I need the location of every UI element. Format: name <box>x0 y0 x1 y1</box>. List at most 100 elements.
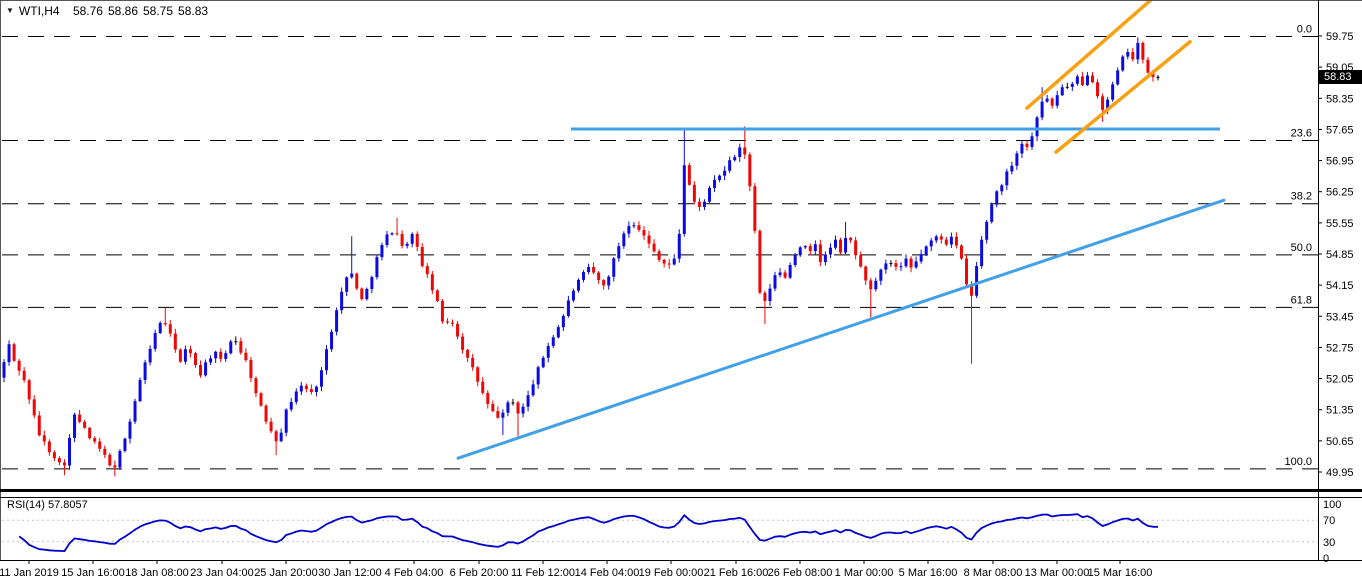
candle-body <box>284 409 288 433</box>
candlestick-series <box>2 37 1160 477</box>
candle-body <box>405 243 409 246</box>
price-axis[interactable]: 59.7559.0558.3557.6556.9556.2555.5554.85… <box>1318 31 1354 565</box>
candle-body <box>1045 98 1049 102</box>
candle-body <box>178 349 182 362</box>
candle-body <box>869 280 873 290</box>
channel-lower-line[interactable] <box>1054 40 1192 154</box>
candle-body <box>692 184 696 202</box>
fib-retracement[interactable]: 0.0 23.6 38.2 50.0 61.8 100.0 <box>2 23 1318 470</box>
candle-body <box>440 301 444 322</box>
time-axis-label: 21 Feb 16:00 <box>704 567 769 579</box>
candle-body <box>929 240 933 247</box>
candle-body <box>1020 143 1024 154</box>
panel-separator[interactable] <box>0 489 1362 492</box>
candle-body <box>788 265 792 278</box>
candle-body <box>521 406 525 414</box>
candle-body <box>128 421 132 439</box>
candle-body <box>254 378 258 394</box>
chart-title: ▼ WTI,H4 58.76 58.86 58.75 58.83 <box>6 4 208 18</box>
candle-body <box>617 246 621 259</box>
candle-body <box>833 239 837 248</box>
panel-frames <box>0 0 1362 561</box>
candle-body <box>849 237 853 241</box>
candle-body <box>7 344 11 363</box>
candle-body <box>622 233 626 247</box>
channel-upper-line[interactable] <box>1025 0 1158 110</box>
candle-body <box>62 462 66 466</box>
candle-body <box>143 362 147 380</box>
price-axis-label: 57.65 <box>1326 124 1354 136</box>
candle-body <box>304 385 308 390</box>
candle-body <box>1025 143 1029 147</box>
candle-body <box>294 391 298 402</box>
candle-body <box>758 230 762 293</box>
price-axis-label: 58.35 <box>1326 93 1354 105</box>
candle-body <box>380 244 384 258</box>
candle-body <box>778 272 782 276</box>
candle-body <box>123 438 127 451</box>
time-axis-label: 25 Jan 20:00 <box>254 567 318 579</box>
candle-body <box>1080 76 1084 86</box>
candle-body <box>526 395 530 407</box>
candle-body <box>546 345 550 358</box>
symbol-dropdown-icon[interactable]: ▼ <box>6 5 14 15</box>
candle-body <box>844 237 848 253</box>
candle-body <box>798 247 802 256</box>
candle-body <box>224 353 228 359</box>
price-axis-label: 55.55 <box>1326 218 1354 230</box>
price-axis-label: 49.95 <box>1326 467 1354 479</box>
ohlc-high: 58.86 <box>107 4 138 18</box>
time-axis-label: 11 Jan 2019 <box>0 567 59 579</box>
time-axis-label: 13 Mar 00:00 <box>1025 567 1090 579</box>
candle-body <box>274 431 278 442</box>
candle-body <box>576 279 580 291</box>
time-axis-label: 23 Jan 04:00 <box>190 567 254 579</box>
candle-body <box>874 280 878 290</box>
candle-body <box>214 351 218 359</box>
candle-body <box>299 385 303 392</box>
candle-body <box>667 263 671 265</box>
ohlc-close: 58.83 <box>178 4 209 18</box>
candle-body <box>894 263 898 267</box>
candle-body <box>702 201 706 207</box>
candle-body <box>652 243 656 252</box>
fib-level-label: 0.0 <box>1297 23 1312 35</box>
candle-body <box>954 236 958 246</box>
candle-body <box>793 255 797 266</box>
candle-body <box>325 349 329 371</box>
candle-body <box>37 415 41 436</box>
candle-body <box>959 245 963 259</box>
candle-body <box>672 258 676 265</box>
candle-body <box>713 179 717 188</box>
rsi-scale-label: 30 <box>1323 537 1335 549</box>
candle-body <box>1085 75 1089 86</box>
candle-body <box>168 324 172 334</box>
candle-body <box>466 349 470 358</box>
candle-body <box>1035 117 1039 137</box>
candle-body <box>924 246 928 255</box>
ascending-trendline[interactable] <box>456 198 1226 460</box>
candle-body <box>42 435 46 442</box>
candle-body <box>264 405 268 422</box>
candle-body <box>32 399 36 416</box>
candle-body <box>582 272 586 280</box>
candle-body <box>345 277 349 292</box>
candle-body <box>889 263 893 265</box>
candle-body <box>138 379 142 402</box>
candle-body <box>22 370 26 381</box>
candle-body <box>1030 136 1034 147</box>
time-axis-label: 15 Jan 16:00 <box>61 567 125 579</box>
rsi-pane[interactable] <box>2 513 1318 552</box>
candle-body <box>934 236 938 241</box>
candle-body <box>420 246 424 267</box>
candle-body <box>607 276 611 286</box>
candle-body <box>506 402 510 413</box>
candle-body <box>1126 52 1130 57</box>
candle-body <box>430 274 434 291</box>
candle-body <box>718 175 722 180</box>
candle-body <box>1156 76 1160 78</box>
candle-body <box>88 427 92 439</box>
time-axis-label: 8 Mar 08:00 <box>964 567 1023 579</box>
time-axis[interactable]: 11 Jan 2019 15 Jan 16:00 18 Jan 08:00 23 Ja… <box>0 560 1152 579</box>
